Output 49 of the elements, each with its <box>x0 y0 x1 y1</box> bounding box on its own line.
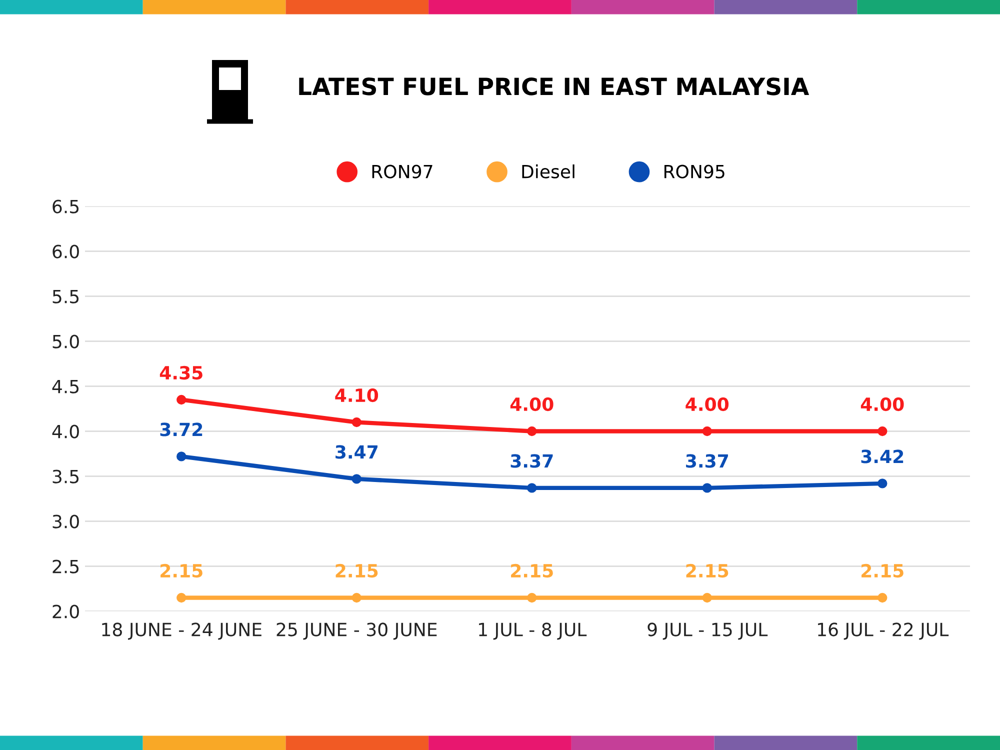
data-label: 2.15 <box>336 564 378 578</box>
point <box>527 592 537 603</box>
y-tick-label: 4.5 <box>52 380 79 394</box>
y-tick-label: 2.0 <box>52 604 79 618</box>
x-tick-label: 1 JUL - 8 JUL <box>479 622 587 640</box>
y-tick-label: 6.0 <box>52 244 79 258</box>
data-label: 4.00 <box>510 397 554 412</box>
point <box>352 474 362 484</box>
data-label: 2.15 <box>511 564 553 578</box>
data-label: 3.37 <box>510 454 553 468</box>
point <box>527 483 537 493</box>
y-tick-label: 6.5 <box>52 200 79 214</box>
data-label: 3.47 <box>336 445 378 459</box>
point <box>702 592 712 603</box>
data-label: 3.37 <box>686 454 728 468</box>
y-tick-label: 2.5 <box>52 560 79 574</box>
y-tick-label: 3.0 <box>52 514 79 528</box>
point <box>176 394 186 405</box>
point <box>878 478 888 488</box>
x-tick-label: 16 JUL - 22 JUL <box>818 622 949 640</box>
point <box>176 452 186 462</box>
point <box>702 426 712 436</box>
legend-label: RON97 <box>372 164 432 178</box>
x-tick-label: 9 JUL - 15 JUL <box>648 622 768 640</box>
point <box>527 426 537 436</box>
data-label: 4.10 <box>335 388 378 402</box>
data-label: 3.42 <box>861 450 904 464</box>
point <box>176 592 186 603</box>
point <box>352 592 362 603</box>
point <box>878 426 888 436</box>
legend-label: Diesel <box>522 164 574 178</box>
y-tick-label: 5.0 <box>52 334 79 348</box>
legend-label: RON95 <box>664 164 724 178</box>
point <box>352 417 362 428</box>
y-tick-label: 4.0 <box>52 424 79 438</box>
point <box>878 592 888 603</box>
x-tick-label: 18 JUNE - 24 JUNE <box>102 622 262 640</box>
point <box>702 483 712 493</box>
data-label: 2.15 <box>686 564 728 578</box>
data-label: 2.15 <box>160 564 202 578</box>
x-tick-label: 25 JUNE - 30 JUNE <box>276 622 437 640</box>
data-label: 2.15 <box>862 564 904 578</box>
y-tick-label: 5.5 <box>52 290 79 304</box>
data-label: 4.00 <box>860 397 904 412</box>
chart-title: LATEST FUEL PRICE IN EAST MALAYSIA <box>299 77 810 96</box>
data-label: 4.00 <box>686 397 729 412</box>
data-label: 3.72 <box>160 422 202 436</box>
data-label: 4.35 <box>160 366 202 380</box>
y-tick-label: 3.5 <box>52 470 79 484</box>
